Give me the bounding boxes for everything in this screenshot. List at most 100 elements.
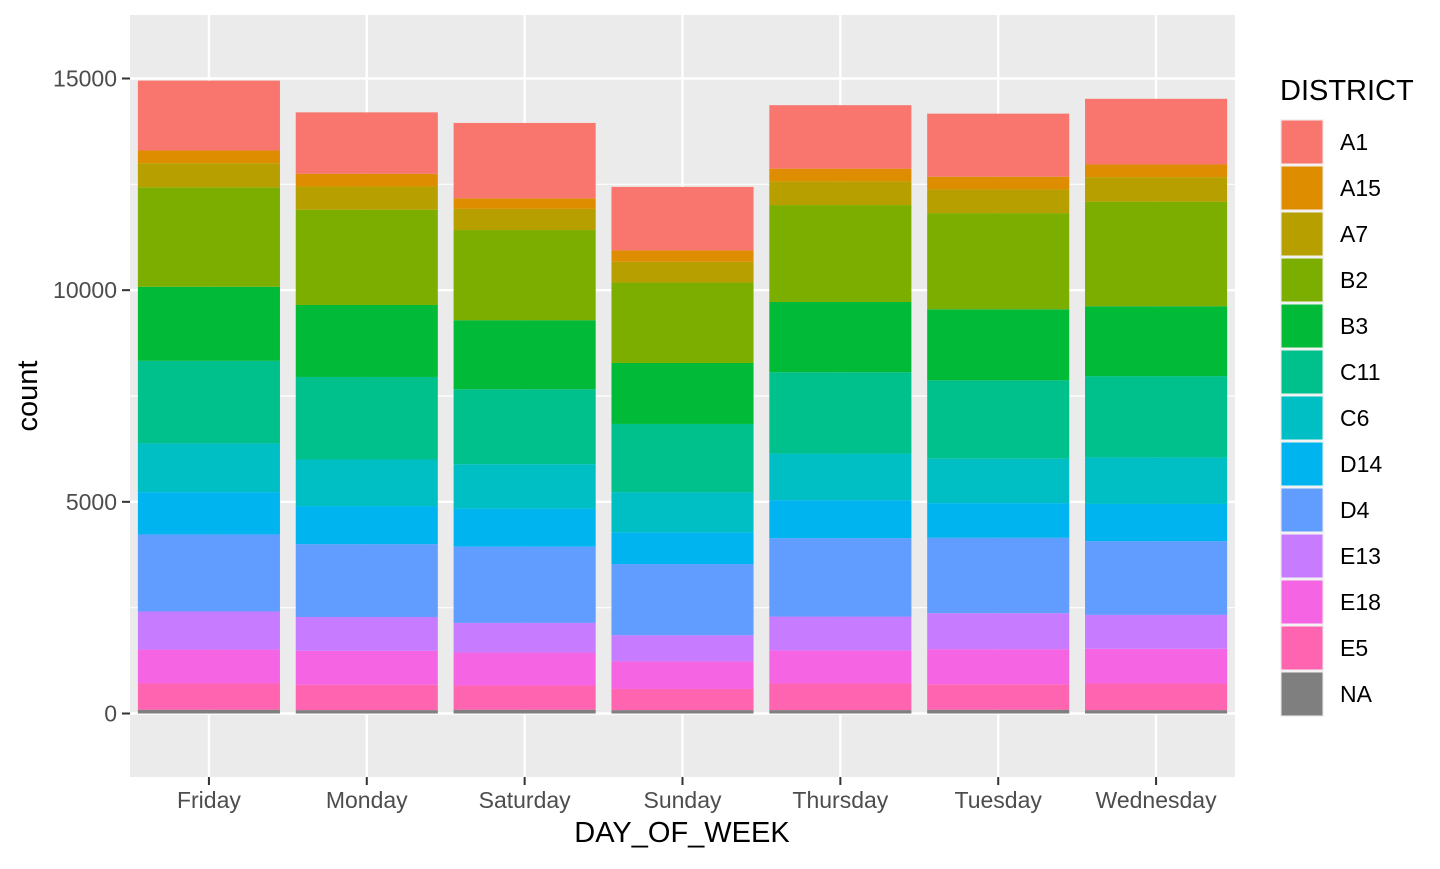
bar-segment-e13 <box>453 622 596 653</box>
legend-key-a15 <box>1281 166 1323 210</box>
x-tick-label: Friday <box>177 787 241 813</box>
bar-segment-na <box>453 709 596 714</box>
bar-segment-d4 <box>927 537 1070 614</box>
x-tick-label: Sunday <box>643 787 722 813</box>
bar-segment-na <box>137 709 280 714</box>
bar-segment-b3 <box>1085 306 1228 377</box>
x-tick-label: Saturday <box>479 787 572 813</box>
legend-key-e5 <box>1281 626 1323 670</box>
bar-segment-c6 <box>769 453 912 501</box>
bar-segment-a1 <box>769 105 912 169</box>
bar-segment-d14 <box>769 500 912 539</box>
bar-segment-d4 <box>1085 541 1228 615</box>
bar-segment-na <box>769 710 912 714</box>
legend-label: NA <box>1340 681 1373 707</box>
bar-segment-a15 <box>453 198 596 209</box>
bar-segment-e13 <box>611 635 754 662</box>
bar-segment-e5 <box>769 683 912 711</box>
legend-label: E13 <box>1340 543 1381 569</box>
bar-segment-a7 <box>769 181 912 206</box>
legend-key-c11 <box>1281 350 1323 394</box>
legend-label: E18 <box>1340 589 1381 615</box>
y-tick-label: 10000 <box>53 277 117 303</box>
bar-segment-a1 <box>927 113 1070 177</box>
bar-segment-e18 <box>295 650 438 685</box>
bar-segment-a7 <box>453 208 596 231</box>
legend-label: C11 <box>1340 359 1381 385</box>
bar-segment-a15 <box>295 173 438 187</box>
bar-segment-d4 <box>137 534 280 612</box>
bar-segment-b3 <box>137 286 280 361</box>
bar-segment-na <box>927 709 1070 714</box>
bar-segment-b3 <box>927 309 1070 381</box>
y-tick-label: 15000 <box>53 66 117 92</box>
legend-label: A15 <box>1340 175 1381 201</box>
bar-segment-b2 <box>137 187 280 287</box>
y-axis-title: count <box>12 361 44 432</box>
bar-segment-c11 <box>611 423 754 493</box>
bar-segment-e13 <box>295 616 438 651</box>
bar-segment-c6 <box>927 458 1070 504</box>
bar-segment-e13 <box>137 611 280 650</box>
bars-layer <box>137 80 1228 714</box>
bar-segment-c11 <box>453 389 596 465</box>
bar-segment-a7 <box>611 261 754 283</box>
bar-segment-b3 <box>295 304 438 377</box>
bar-segment-e18 <box>769 650 912 684</box>
bar-segment-b2 <box>611 282 754 363</box>
bar-segment-b2 <box>453 230 596 321</box>
bar-segment-a15 <box>769 168 912 182</box>
legend-key-e13 <box>1281 534 1323 578</box>
bar-segment-a15 <box>611 250 754 262</box>
bar-segment-e18 <box>453 652 596 686</box>
bar-segment-d14 <box>137 492 280 535</box>
x-tick-label: Wednesday <box>1096 787 1218 813</box>
legend-key-a7 <box>1281 212 1323 256</box>
legend-key-d4 <box>1281 488 1323 532</box>
bar-segment-a1 <box>295 112 438 174</box>
bar-segment-e13 <box>927 613 1070 650</box>
x-tick-label: Tuesday <box>955 787 1043 813</box>
legend: DISTRICT A1 A15 A7 B2 B3 C11 C6 D14 D4 E13 E18 E5 NA <box>1280 75 1414 717</box>
bar-segment-b3 <box>769 302 912 373</box>
bar-segment-e18 <box>611 661 754 689</box>
legend-key-a1 <box>1281 120 1323 164</box>
bar-segment-b2 <box>927 213 1070 310</box>
legend-key-e18 <box>1281 580 1323 624</box>
bar-segment-a1 <box>453 122 596 199</box>
bar-segment-d14 <box>295 506 438 545</box>
legend-label: B2 <box>1340 267 1368 293</box>
bar-segment-c6 <box>1085 457 1228 504</box>
x-axis-title: DAY_OF_WEEK <box>574 817 790 849</box>
bar-segment-c11 <box>137 360 280 444</box>
legend-title: DISTRICT <box>1280 75 1414 107</box>
bar-segment-a1 <box>1085 98 1228 165</box>
bar-segment-b3 <box>453 320 596 390</box>
bar-segment-d4 <box>769 538 912 617</box>
bar-segment-c6 <box>295 459 438 507</box>
bar-segment-e18 <box>137 649 280 684</box>
bar-segment-a1 <box>137 80 280 151</box>
bar-segment-e13 <box>1085 614 1228 649</box>
bar-segment-b3 <box>611 362 754 424</box>
bar-segment-d14 <box>611 532 754 565</box>
legend-label: E5 <box>1340 635 1368 661</box>
bar-segment-c11 <box>927 380 1070 459</box>
bar-segment-a15 <box>1085 164 1228 178</box>
legend-label: C6 <box>1340 405 1369 431</box>
bar-segment-e5 <box>453 685 596 710</box>
bar-segment-a15 <box>137 150 280 164</box>
bar-segment-c6 <box>137 443 280 493</box>
bar-segment-c6 <box>611 492 754 533</box>
bar-segment-e18 <box>1085 648 1228 684</box>
x-tick-label: Monday <box>326 787 408 813</box>
bar-segment-b2 <box>1085 201 1228 307</box>
bar-segment-a7 <box>1085 177 1228 202</box>
bar-segment-e5 <box>1085 683 1228 711</box>
bar-segment-d14 <box>927 503 1070 538</box>
legend-label: D14 <box>1340 451 1382 477</box>
bar-segment-c11 <box>769 372 912 454</box>
bar-segment-na <box>1085 710 1228 714</box>
legend-key-d14 <box>1281 442 1323 486</box>
